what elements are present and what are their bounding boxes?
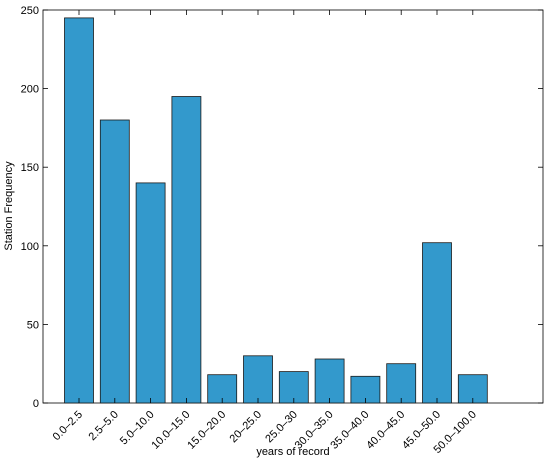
bar-5 <box>243 355 273 404</box>
bar-1 <box>99 119 130 404</box>
x-tick-label-4: 15.0–20.0 <box>185 409 228 452</box>
bar-9 <box>386 363 417 404</box>
bars-group <box>64 17 488 404</box>
bar-6 <box>278 371 309 404</box>
x-tick-label-6: 25.0–30 <box>263 409 300 446</box>
y-tick-label-0: 0 <box>33 398 39 410</box>
y-tick-label-2: 100 <box>21 241 39 253</box>
x-tick-label-0: 0.0–2.5 <box>51 409 85 443</box>
y-axis-ticks: 0 50 100 150 200 250 <box>21 5 543 410</box>
x-axis-label: years of record <box>256 446 329 458</box>
bar-10 <box>422 242 452 404</box>
y-axis-label: Station Frequency <box>3 161 15 251</box>
y-tick-label-4: 200 <box>21 84 39 96</box>
bar-0 <box>64 17 94 404</box>
y-tick-label-3: 150 <box>21 162 39 174</box>
bar-3 <box>171 96 202 404</box>
bar-2 <box>135 182 166 404</box>
x-tick-label-5: 20–25.0 <box>228 409 265 446</box>
x-tick-label-1: 2.5–5.0 <box>86 409 120 443</box>
bar-7 <box>314 358 345 404</box>
y-tick-label-5: 250 <box>21 5 39 17</box>
y-tick-label-1: 50 <box>27 319 39 331</box>
